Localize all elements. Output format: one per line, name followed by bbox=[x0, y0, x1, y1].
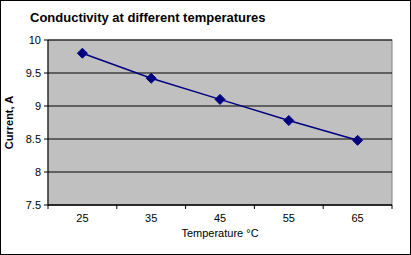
x-tick-label: 55 bbox=[283, 212, 295, 224]
y-tick bbox=[44, 40, 48, 41]
x-tick-label: 45 bbox=[214, 212, 226, 224]
chart-frame bbox=[1, 1, 411, 255]
x-axis bbox=[48, 205, 392, 206]
marker bbox=[284, 116, 294, 126]
x-tick bbox=[185, 205, 186, 209]
series-line bbox=[82, 53, 357, 140]
grid-line bbox=[48, 139, 392, 140]
x-tick bbox=[116, 205, 117, 209]
grid-line bbox=[48, 205, 392, 206]
x-tick bbox=[323, 205, 324, 209]
y-tick bbox=[44, 172, 48, 173]
x-axis-title: Temperature °C bbox=[181, 227, 258, 239]
y-tick-label: 8.5 bbox=[26, 133, 41, 145]
plot-area bbox=[48, 40, 392, 205]
x-tick bbox=[48, 205, 49, 209]
y-tick-label: 9.5 bbox=[26, 67, 41, 79]
y-axis bbox=[48, 40, 49, 205]
title: Conductivity at different temperatures bbox=[30, 10, 266, 25]
y-tick bbox=[44, 106, 48, 107]
grid-line bbox=[48, 73, 392, 74]
x-tick bbox=[254, 205, 255, 209]
y-tick-label: 10 bbox=[29, 34, 41, 46]
x-tick bbox=[392, 205, 393, 209]
marker bbox=[215, 94, 225, 104]
grid-line bbox=[48, 40, 392, 41]
series-group bbox=[77, 48, 362, 145]
grid-line bbox=[48, 172, 392, 173]
x-tick-label: 35 bbox=[145, 212, 157, 224]
y-tick-label: 7.5 bbox=[26, 199, 41, 211]
marker bbox=[146, 73, 156, 83]
y-tick-label: 9 bbox=[35, 100, 41, 112]
y-tick bbox=[44, 73, 48, 74]
y-tick bbox=[44, 205, 48, 206]
grid-line bbox=[48, 106, 392, 107]
marker bbox=[353, 135, 363, 145]
y-tick-label: 8 bbox=[35, 166, 41, 178]
x-tick-label: 65 bbox=[351, 212, 363, 224]
chart: Conductivity at different temperatures 7.… bbox=[0, 0, 411, 255]
y-tick bbox=[44, 139, 48, 140]
x-tick-label: 25 bbox=[76, 212, 88, 224]
y-axis-title: Current, A bbox=[3, 96, 15, 149]
marker bbox=[77, 48, 87, 58]
